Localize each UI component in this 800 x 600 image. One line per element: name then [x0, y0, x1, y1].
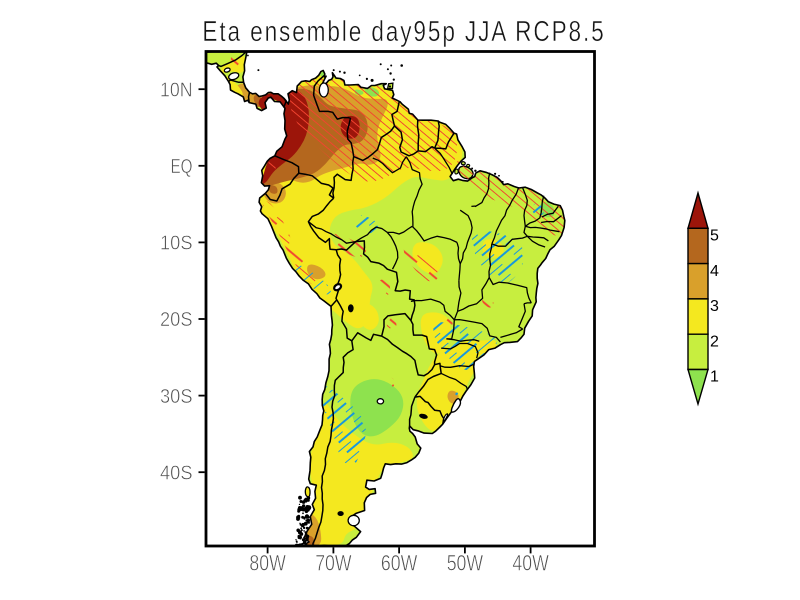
svg-text:EQ: EQ — [171, 156, 193, 178]
svg-text:10N: 10N — [160, 79, 193, 101]
svg-text:40W: 40W — [512, 551, 549, 576]
svg-text:1: 1 — [710, 369, 719, 386]
svg-text:10S: 10S — [160, 233, 193, 255]
svg-text:80W: 80W — [249, 551, 286, 576]
svg-text:5: 5 — [710, 228, 719, 245]
svg-text:4: 4 — [710, 263, 719, 280]
svg-text:20S: 20S — [160, 309, 193, 331]
svg-text:50W: 50W — [447, 551, 484, 576]
svg-text:60W: 60W — [381, 551, 418, 576]
svg-text:70W: 70W — [315, 551, 352, 576]
svg-text:2: 2 — [710, 333, 719, 350]
svg-text:3: 3 — [710, 298, 719, 315]
svg-text:30S: 30S — [160, 386, 193, 408]
svg-text:40S: 40S — [160, 462, 193, 484]
